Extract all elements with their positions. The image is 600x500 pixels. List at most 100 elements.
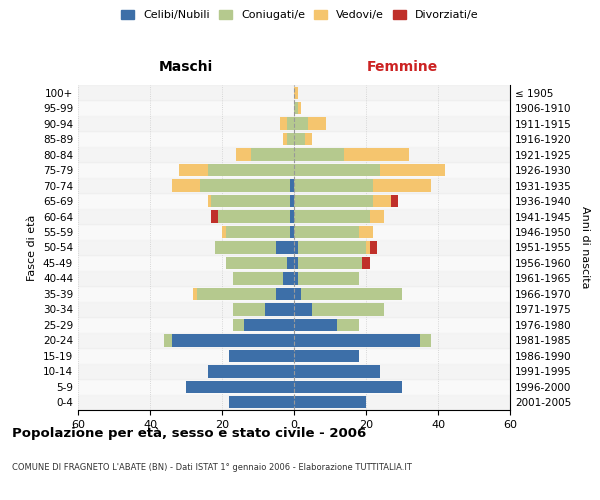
- Bar: [78, 394, 510, 410]
- Bar: [294, 303, 312, 316]
- Bar: [287, 133, 294, 145]
- Bar: [362, 257, 370, 269]
- Bar: [294, 226, 359, 238]
- Bar: [276, 242, 294, 254]
- Bar: [290, 180, 294, 192]
- Y-axis label: Anni di nascita: Anni di nascita: [580, 206, 590, 288]
- Bar: [78, 100, 510, 116]
- Bar: [420, 334, 431, 346]
- Bar: [298, 272, 359, 284]
- Bar: [233, 318, 244, 331]
- Bar: [208, 164, 294, 176]
- Bar: [236, 148, 251, 161]
- Bar: [78, 286, 510, 302]
- Bar: [294, 118, 308, 130]
- Bar: [294, 365, 380, 378]
- Bar: [229, 396, 294, 408]
- Bar: [380, 164, 445, 176]
- Bar: [294, 180, 373, 192]
- Bar: [78, 132, 510, 147]
- Bar: [215, 242, 276, 254]
- Bar: [312, 303, 384, 316]
- Bar: [294, 257, 298, 269]
- Bar: [78, 162, 510, 178]
- Bar: [78, 332, 510, 348]
- Bar: [370, 242, 377, 254]
- Bar: [283, 272, 294, 284]
- Bar: [294, 86, 298, 99]
- Bar: [78, 255, 510, 270]
- Y-axis label: Fasce di età: Fasce di età: [28, 214, 37, 280]
- Bar: [197, 288, 276, 300]
- Legend: Celibi/Nubili, Coniugati/e, Vedovi/e, Divorziati/e: Celibi/Nubili, Coniugati/e, Vedovi/e, Di…: [117, 6, 483, 25]
- Bar: [218, 210, 290, 222]
- Bar: [280, 118, 287, 130]
- Bar: [294, 210, 370, 222]
- Bar: [294, 242, 298, 254]
- Bar: [294, 334, 420, 346]
- Bar: [265, 303, 294, 316]
- Bar: [298, 257, 362, 269]
- Bar: [305, 133, 312, 145]
- Bar: [172, 334, 294, 346]
- Bar: [193, 288, 197, 300]
- Bar: [337, 318, 359, 331]
- Text: Femmine: Femmine: [367, 60, 437, 74]
- Text: Popolazione per età, sesso e stato civile - 2006: Popolazione per età, sesso e stato civil…: [12, 428, 366, 440]
- Bar: [78, 302, 510, 317]
- Bar: [294, 102, 298, 115]
- Bar: [294, 318, 337, 331]
- Bar: [222, 226, 226, 238]
- Bar: [78, 147, 510, 162]
- Bar: [200, 180, 290, 192]
- Bar: [359, 226, 373, 238]
- Bar: [290, 195, 294, 207]
- Bar: [172, 180, 200, 192]
- Bar: [294, 272, 298, 284]
- Bar: [226, 257, 287, 269]
- Bar: [78, 317, 510, 332]
- Bar: [301, 288, 402, 300]
- Bar: [370, 210, 384, 222]
- Bar: [294, 133, 305, 145]
- Bar: [290, 210, 294, 222]
- Bar: [208, 365, 294, 378]
- Bar: [391, 195, 398, 207]
- Bar: [308, 118, 326, 130]
- Bar: [373, 195, 391, 207]
- Bar: [233, 272, 283, 284]
- Bar: [164, 334, 172, 346]
- Bar: [211, 210, 218, 222]
- Bar: [78, 178, 510, 194]
- Bar: [294, 380, 402, 393]
- Bar: [294, 164, 380, 176]
- Bar: [294, 350, 359, 362]
- Bar: [78, 209, 510, 224]
- Bar: [298, 242, 366, 254]
- Bar: [251, 148, 294, 161]
- Text: Maschi: Maschi: [159, 60, 213, 74]
- Bar: [78, 364, 510, 379]
- Bar: [78, 240, 510, 255]
- Bar: [78, 224, 510, 240]
- Bar: [233, 303, 265, 316]
- Bar: [290, 226, 294, 238]
- Bar: [78, 348, 510, 364]
- Bar: [78, 194, 510, 209]
- Bar: [373, 180, 431, 192]
- Bar: [244, 318, 294, 331]
- Bar: [298, 102, 301, 115]
- Bar: [366, 242, 370, 254]
- Bar: [294, 148, 344, 161]
- Bar: [294, 288, 301, 300]
- Bar: [186, 380, 294, 393]
- Bar: [208, 195, 211, 207]
- Bar: [226, 226, 290, 238]
- Bar: [287, 257, 294, 269]
- Bar: [276, 288, 294, 300]
- Bar: [78, 379, 510, 394]
- Bar: [211, 195, 290, 207]
- Bar: [344, 148, 409, 161]
- Bar: [78, 85, 510, 100]
- Bar: [287, 118, 294, 130]
